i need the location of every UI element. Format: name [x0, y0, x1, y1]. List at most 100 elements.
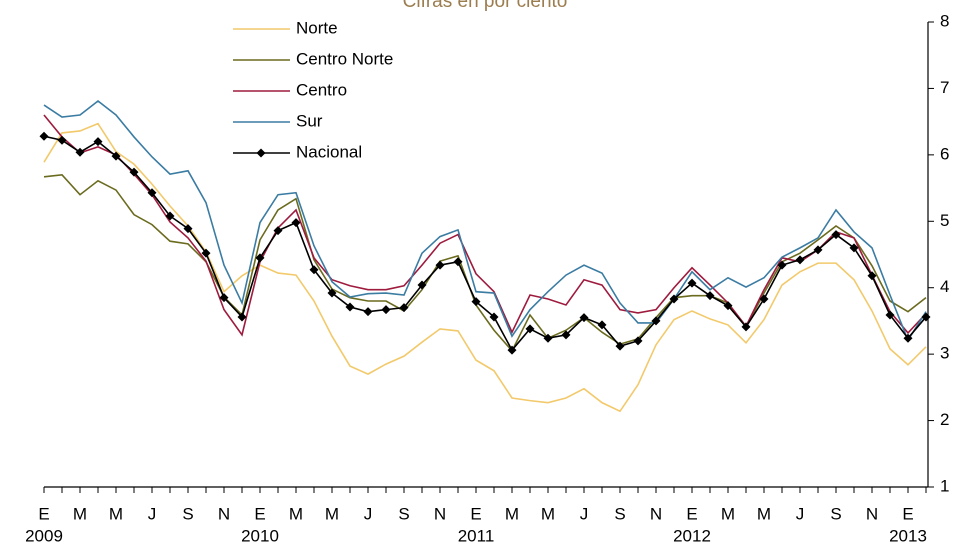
x-tick-label: S [398, 504, 409, 523]
point-marker [741, 322, 751, 332]
y-tick-label: 7 [940, 78, 949, 97]
point-marker [597, 320, 607, 330]
x-tick-label: M [289, 504, 303, 523]
point-marker [633, 336, 643, 346]
point-marker [831, 230, 841, 240]
point-marker [453, 257, 463, 267]
point-marker [489, 312, 499, 322]
year-label: 2010 [241, 526, 279, 545]
point-marker [237, 312, 247, 322]
x-tick-label: J [796, 504, 805, 523]
y-tick-label: 1 [940, 476, 949, 495]
year-label: 2011 [458, 526, 495, 545]
x-tick-label: J [580, 504, 589, 523]
x-tick-label: M [757, 504, 771, 523]
point-marker [471, 297, 481, 307]
point-marker [417, 280, 427, 290]
series-line [43, 114, 927, 337]
point-marker [345, 302, 355, 312]
point-marker [219, 293, 229, 303]
point-marker [309, 265, 319, 275]
point-marker [39, 131, 49, 141]
point-marker [687, 278, 697, 288]
x-tick-label: M [541, 504, 555, 523]
point-marker [327, 288, 337, 298]
legend-label: Nacional [296, 142, 362, 161]
legend-label: Centro Norte [296, 49, 393, 68]
point-marker [291, 218, 301, 228]
point-marker [651, 316, 661, 326]
point-marker [57, 135, 67, 145]
legend-label: Centro [296, 80, 347, 99]
x-tick-label: J [148, 504, 157, 523]
x-tick-label: M [73, 504, 87, 523]
point-marker [507, 345, 517, 355]
point-marker [561, 330, 571, 340]
year-label: 2009 [25, 526, 63, 545]
point-marker [93, 137, 103, 147]
point-marker [147, 188, 157, 198]
point-marker [381, 305, 391, 315]
x-tick-label: E [470, 504, 481, 523]
y-tick-label: 8 [940, 11, 949, 30]
point-marker [669, 294, 679, 304]
point-marker [867, 271, 877, 281]
x-tick-label: N [434, 504, 446, 523]
point-marker [885, 310, 895, 320]
series-line [43, 122, 927, 413]
point-marker [813, 245, 823, 255]
x-tick-label: S [614, 504, 625, 523]
point-marker [579, 313, 589, 323]
x-tick-label: E [254, 504, 265, 523]
x-tick-label: N [650, 504, 662, 523]
x-tick-label: E [902, 504, 913, 523]
point-marker [435, 260, 445, 270]
point-marker [849, 243, 859, 253]
point-marker [273, 226, 283, 236]
point-marker [921, 312, 931, 322]
point-marker [111, 151, 121, 161]
point-marker [525, 324, 535, 334]
point-marker [903, 333, 913, 343]
legend-label: Sur [296, 111, 323, 130]
point-marker [759, 294, 769, 304]
point-marker [183, 224, 193, 234]
point-marker [201, 248, 211, 258]
legend-label: Norte [296, 18, 338, 37]
point-marker [705, 291, 715, 301]
point-marker [255, 253, 265, 263]
chart-title: Cifras en por ciento [403, 0, 568, 12]
x-tick-label: J [364, 504, 373, 523]
x-tick-label: M [721, 504, 735, 523]
point-marker [543, 333, 553, 343]
y-tick-label: 4 [940, 277, 949, 296]
legend-marker [256, 148, 266, 158]
point-marker [399, 303, 409, 313]
series-line [43, 100, 927, 342]
y-tick-label: 6 [940, 144, 949, 163]
x-tick-label: N [218, 504, 230, 523]
year-label: 2012 [673, 526, 711, 545]
x-tick-label: E [686, 504, 697, 523]
x-tick-label: M [325, 504, 339, 523]
point-marker [363, 307, 373, 317]
y-tick-label: 5 [940, 211, 949, 230]
x-tick-label: M [505, 504, 519, 523]
point-marker [129, 167, 139, 177]
x-tick-label: N [866, 504, 878, 523]
point-marker [795, 255, 805, 265]
x-tick-label: E [38, 504, 49, 523]
y-tick-label: 3 [940, 344, 949, 363]
point-marker [615, 341, 625, 351]
series-line [43, 173, 927, 353]
series-line [43, 135, 927, 352]
point-marker [723, 301, 733, 311]
year-label: 2013 [889, 526, 927, 545]
y-tick-label: 2 [940, 410, 949, 429]
point-marker [165, 211, 175, 221]
point-marker [75, 147, 85, 157]
x-tick-label: S [830, 504, 841, 523]
x-tick-label: M [109, 504, 123, 523]
point-marker [777, 260, 787, 270]
